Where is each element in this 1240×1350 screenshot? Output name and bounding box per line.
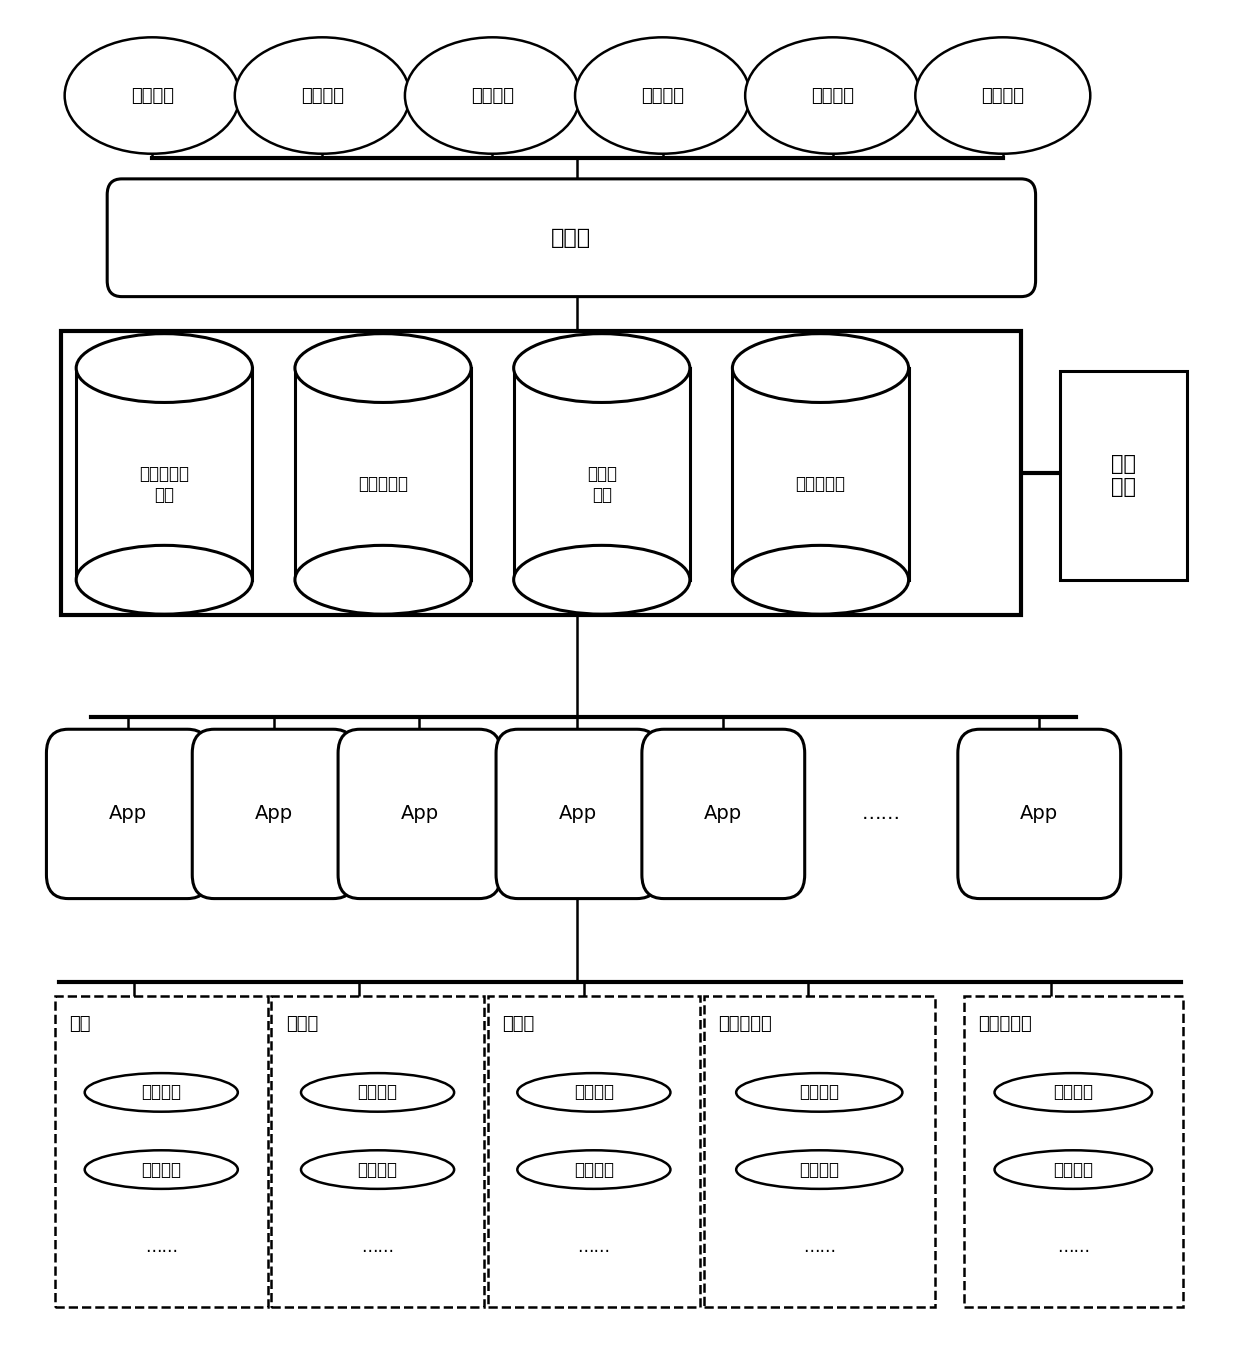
Text: 値班认证: 値班认证: [981, 86, 1024, 104]
Text: 维护
管理: 维护 管理: [1111, 454, 1136, 497]
Ellipse shape: [76, 545, 253, 614]
Ellipse shape: [295, 545, 471, 614]
Text: 商城页: 商城页: [502, 1015, 534, 1033]
Ellipse shape: [76, 333, 253, 402]
Text: App: App: [558, 805, 596, 823]
Text: 消息提醒: 消息提醒: [800, 1161, 839, 1179]
Text: 广告机: 广告机: [552, 228, 591, 248]
Text: 用户信息: 用户信息: [800, 1084, 839, 1102]
Text: App: App: [401, 805, 439, 823]
Text: ……: ……: [1056, 1238, 1090, 1256]
FancyBboxPatch shape: [963, 996, 1183, 1307]
Text: 重要通知: 重要通知: [141, 1161, 181, 1179]
Ellipse shape: [994, 1150, 1152, 1189]
Text: 虹膜数据库: 虹膜数据库: [796, 475, 846, 494]
Text: ……: ……: [862, 805, 900, 823]
Ellipse shape: [84, 1073, 238, 1111]
Text: 校园展示: 校园展示: [1053, 1161, 1094, 1179]
Ellipse shape: [745, 38, 920, 154]
Text: 用户信息页: 用户信息页: [718, 1015, 773, 1033]
Text: 应用服务器: 应用服务器: [358, 475, 408, 494]
Text: 商品展示: 商品展示: [574, 1161, 614, 1179]
Ellipse shape: [234, 38, 409, 154]
FancyBboxPatch shape: [192, 729, 355, 899]
Ellipse shape: [915, 38, 1090, 154]
Ellipse shape: [733, 333, 909, 402]
FancyBboxPatch shape: [642, 729, 805, 899]
Ellipse shape: [513, 545, 689, 614]
Text: 首页: 首页: [69, 1015, 91, 1033]
Bar: [733, 369, 909, 579]
Ellipse shape: [301, 1150, 454, 1189]
Text: 接送认证: 接送认证: [641, 86, 684, 104]
Text: 学生请假: 学生请假: [811, 86, 854, 104]
Ellipse shape: [994, 1073, 1152, 1111]
Ellipse shape: [405, 38, 580, 154]
Ellipse shape: [517, 1150, 671, 1189]
FancyBboxPatch shape: [272, 996, 484, 1307]
Ellipse shape: [295, 333, 471, 402]
Ellipse shape: [737, 1073, 903, 1111]
Text: 育儿论坛: 育儿论坛: [357, 1084, 398, 1102]
FancyBboxPatch shape: [55, 996, 268, 1307]
Text: 班级管理: 班级管理: [1053, 1084, 1094, 1102]
FancyBboxPatch shape: [496, 729, 658, 899]
Text: 教育动态: 教育动态: [357, 1161, 398, 1179]
Text: 社区页: 社区页: [285, 1015, 319, 1033]
Text: App: App: [1021, 805, 1058, 823]
Bar: [295, 369, 471, 579]
Ellipse shape: [513, 333, 689, 402]
FancyBboxPatch shape: [704, 996, 935, 1307]
Bar: [76, 369, 253, 579]
Text: ……: ……: [145, 1238, 177, 1256]
FancyBboxPatch shape: [957, 729, 1121, 899]
Text: 校园新闻: 校园新闻: [141, 1084, 181, 1102]
FancyBboxPatch shape: [46, 729, 210, 899]
Text: 虹膜注册: 虹膜注册: [471, 86, 513, 104]
Text: ……: ……: [578, 1238, 610, 1256]
FancyBboxPatch shape: [339, 729, 501, 899]
Text: App: App: [254, 805, 293, 823]
Ellipse shape: [64, 38, 239, 154]
Text: App: App: [704, 805, 743, 823]
Bar: [61, 331, 1021, 616]
Ellipse shape: [517, 1073, 671, 1111]
Text: ……: ……: [361, 1238, 394, 1256]
Text: ……: ……: [802, 1238, 836, 1256]
Text: 校园服务页: 校园服务页: [978, 1015, 1032, 1033]
Text: 商品查询: 商品查询: [574, 1084, 614, 1102]
Ellipse shape: [733, 545, 909, 614]
Text: 学生签到: 学生签到: [130, 86, 174, 104]
Text: 教师签到: 教师签到: [301, 86, 343, 104]
Bar: [1060, 371, 1188, 579]
FancyBboxPatch shape: [487, 996, 701, 1307]
Ellipse shape: [737, 1150, 903, 1189]
Ellipse shape: [301, 1073, 454, 1111]
Ellipse shape: [84, 1150, 238, 1189]
Bar: [513, 369, 689, 579]
Text: App: App: [109, 805, 146, 823]
Ellipse shape: [575, 38, 750, 154]
Text: 虹膜身份服
务器: 虹膜身份服 务器: [139, 466, 190, 504]
FancyBboxPatch shape: [107, 180, 1035, 297]
Text: 业务数
据库: 业务数 据库: [587, 466, 616, 504]
